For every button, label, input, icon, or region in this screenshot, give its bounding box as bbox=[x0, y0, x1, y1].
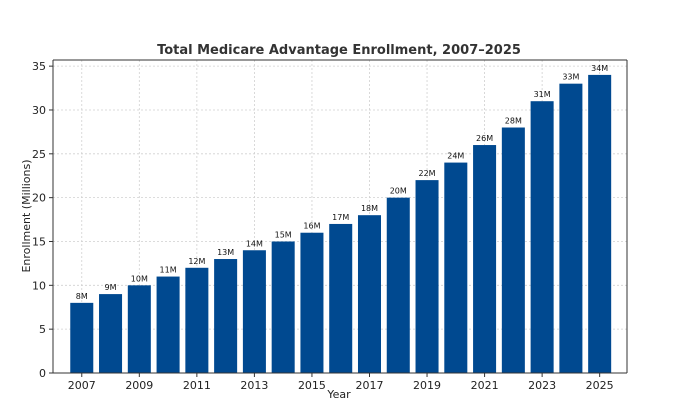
x-axis-ticks: 2007 2009 2011 2013 2015 2017 2019 2021 2023 2025 bbox=[68, 373, 614, 392]
bar-2008 bbox=[99, 294, 123, 373]
bar-2010 bbox=[156, 276, 180, 373]
data-labels: 8M 9M 10M 11M 12M 13M 14M 15M 16M 17M 18M 20M 22M 24M… bbox=[76, 64, 609, 301]
data-label-2022: 28M bbox=[505, 117, 522, 126]
y-tick-label: 10 bbox=[32, 279, 46, 292]
bar-2013 bbox=[242, 250, 266, 373]
bar-2021 bbox=[473, 145, 497, 373]
bar-2011 bbox=[185, 267, 209, 373]
bar-2007 bbox=[70, 302, 94, 373]
data-label-2019: 22M bbox=[418, 169, 435, 178]
y-axis-label: Enrollment (Millions) bbox=[20, 159, 33, 272]
bar-2019 bbox=[415, 180, 439, 373]
y-tick-label: 15 bbox=[32, 235, 46, 248]
bar-2017 bbox=[357, 215, 381, 373]
bar-2014 bbox=[271, 241, 295, 373]
data-label-2014: 15M bbox=[275, 230, 292, 239]
data-label-2020: 24M bbox=[447, 152, 464, 161]
bar-2025 bbox=[588, 74, 612, 374]
x-tick-label: 2011 bbox=[183, 379, 211, 392]
y-tick-label: 0 bbox=[39, 367, 46, 380]
bar-2012 bbox=[214, 259, 238, 373]
data-label-2012: 13M bbox=[217, 248, 234, 257]
bars bbox=[70, 74, 612, 374]
data-label-2008: 9M bbox=[105, 283, 117, 292]
y-tick-label: 20 bbox=[32, 192, 46, 205]
data-label-2018: 20M bbox=[390, 187, 407, 196]
x-axis-label: Year bbox=[326, 388, 351, 401]
data-label-2016: 17M bbox=[332, 213, 349, 222]
bar-2020 bbox=[444, 162, 468, 373]
y-tick-label: 25 bbox=[32, 148, 46, 161]
bar-2023 bbox=[530, 101, 554, 374]
data-label-2007: 8M bbox=[76, 292, 88, 301]
x-tick-label: 2015 bbox=[298, 379, 326, 392]
x-tick-label: 2013 bbox=[240, 379, 268, 392]
y-tick-label: 35 bbox=[32, 60, 46, 73]
x-tick-label: 2021 bbox=[471, 379, 499, 392]
x-tick-label: 2009 bbox=[125, 379, 153, 392]
bar-2024 bbox=[559, 83, 583, 373]
x-tick-label: 2023 bbox=[528, 379, 556, 392]
data-label-2017: 18M bbox=[361, 204, 378, 213]
chart-title: Total Medicare Advantage Enrollment, 200… bbox=[157, 43, 521, 58]
data-label-2009: 10M bbox=[131, 274, 148, 283]
data-label-2021: 26M bbox=[476, 134, 493, 143]
bar-2015 bbox=[300, 232, 324, 373]
y-axis-ticks: 0 5 10 15 20 25 30 35 bbox=[32, 60, 53, 380]
data-label-2023: 31M bbox=[534, 90, 551, 99]
data-label-2025: 34M bbox=[591, 64, 608, 73]
data-label-2013: 14M bbox=[246, 239, 263, 248]
bar-2016 bbox=[329, 223, 353, 373]
data-label-2010: 11M bbox=[160, 266, 177, 275]
y-tick-label: 30 bbox=[32, 104, 46, 117]
bar-2022 bbox=[501, 127, 525, 374]
y-tick-label: 5 bbox=[39, 323, 46, 336]
bar-2009 bbox=[127, 285, 151, 373]
data-label-2015: 16M bbox=[303, 222, 320, 231]
data-label-2024: 33M bbox=[562, 73, 579, 82]
bar-2018 bbox=[386, 197, 410, 373]
x-tick-label: 2025 bbox=[586, 379, 614, 392]
x-tick-label: 2019 bbox=[413, 379, 441, 392]
x-tick-label: 2007 bbox=[68, 379, 96, 392]
data-label-2011: 12M bbox=[188, 257, 205, 266]
x-tick-label: 2017 bbox=[355, 379, 383, 392]
